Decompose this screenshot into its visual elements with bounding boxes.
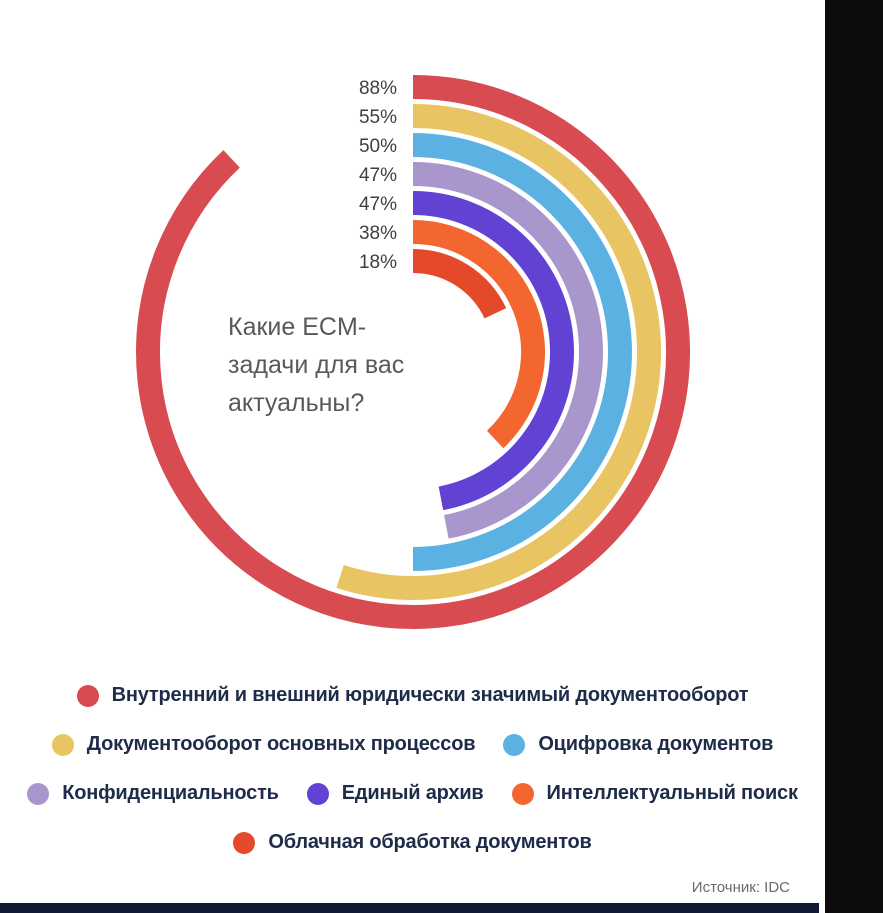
value-label: 50% [359, 136, 397, 157]
legend-item: Облачная обработка документов [233, 831, 592, 854]
legend-item: Интеллектуальный поиск [511, 782, 798, 805]
value-label: 18% [359, 252, 397, 273]
legend-item: Конфиденциальность [27, 782, 279, 805]
value-label: 47% [359, 165, 397, 186]
legend-dot-icon [27, 782, 50, 805]
chart-question: Какие ECM- задачи для вас актуальны? [228, 308, 468, 422]
source-caption: Источник: IDC [691, 879, 790, 896]
ring-arc-5 [412, 191, 574, 511]
legend-item: Оцифровка документов [503, 733, 773, 756]
value-label: 47% [359, 194, 397, 215]
legend-label: Оцифровка документов [538, 733, 774, 755]
legend-dot-icon [233, 831, 256, 854]
legend-dot-icon [306, 782, 329, 805]
legend-item: Единый архив [306, 782, 484, 805]
ring-arc-3 [412, 133, 632, 571]
legend-label: Внутренний и внешний юридически значимый… [111, 684, 749, 706]
legend-label: Документооборот основных процессов [86, 733, 476, 755]
value-label: 88% [359, 78, 397, 99]
radial-bar-chart: 88% 55% 50% 47% 47% 38% 18% [136, 75, 690, 629]
ring-arc-7 [412, 249, 507, 319]
legend-dot-icon [76, 684, 99, 707]
chart-question-line: актуальны? [228, 389, 365, 417]
legend-row: Облачная обработка документов [233, 831, 592, 854]
chart-legend: Внутренний и внешний юридически значимый… [0, 684, 825, 854]
legend-dot-icon [503, 733, 526, 756]
ring-arc-4 [412, 162, 603, 539]
legend-dot-icon [511, 782, 534, 805]
legend-item: Внутренний и внешний юридически значимый… [76, 684, 749, 707]
legend-dot-icon [51, 733, 74, 756]
chart-question-line: задачи для вас [228, 351, 405, 379]
value-label: 38% [359, 223, 397, 244]
legend-item: Документооборот основных процессов [51, 733, 476, 756]
legend-label: Интеллектуальный поиск [546, 782, 798, 804]
legend-row: Конфиденциальность Единый архив Интеллекту… [27, 782, 798, 805]
legend-row: Внутренний и внешний юридически значимый… [76, 684, 749, 707]
legend-label: Единый архив [341, 782, 484, 804]
ring-arc-2 [336, 104, 661, 600]
right-sidebar-strip [825, 0, 883, 913]
value-label: 55% [359, 107, 397, 128]
legend-label: Облачная обработка документов [268, 831, 592, 853]
legend-row: Документооборот основных процессов Оцифро… [51, 733, 773, 756]
bottom-accent-bar [0, 903, 819, 913]
legend-label: Конфиденциальность [62, 782, 279, 804]
ring-arc-6 [412, 220, 546, 449]
chart-question-line: Какие ECM- [228, 313, 367, 341]
ring-arc-1 [136, 75, 690, 629]
